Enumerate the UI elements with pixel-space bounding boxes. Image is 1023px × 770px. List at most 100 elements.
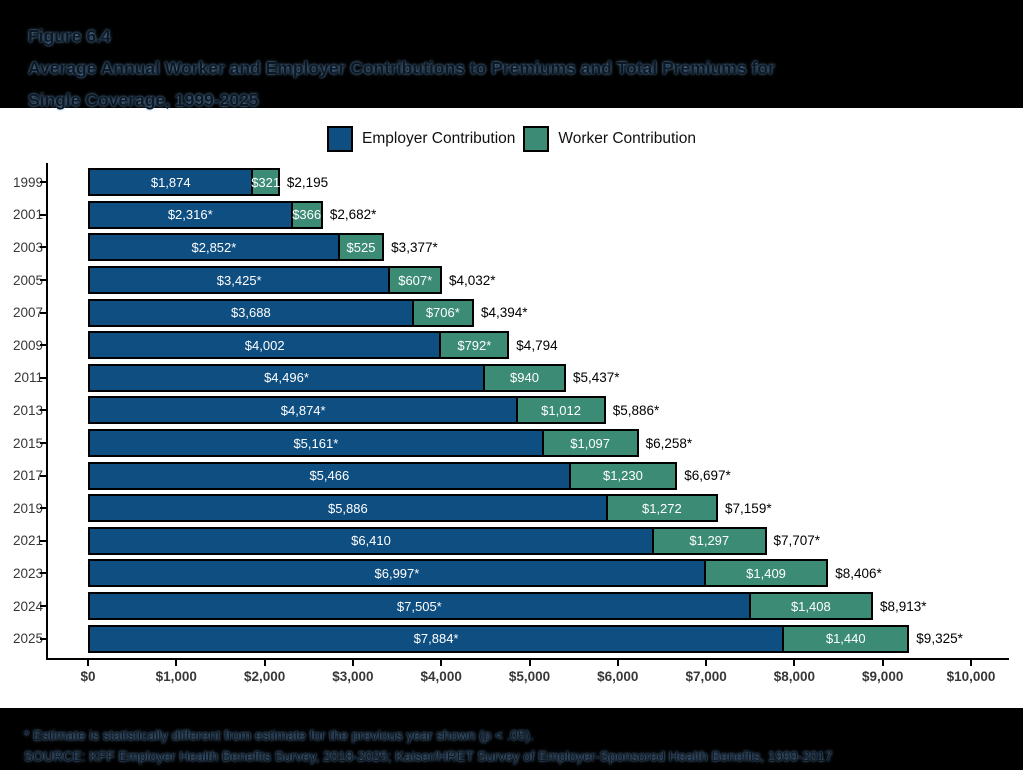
worker-bar-segment: $706*: [411, 298, 474, 327]
employer-value-label: $3,425*: [216, 272, 262, 288]
year-label: 2013: [12, 402, 43, 418]
table-row: 2021 $6,410 $1,297 $7,707*: [13, 525, 1009, 558]
header-band: Figure 6.4 Average Annual Worker and Emp…: [0, 0, 1023, 110]
chart-title-line1: Average Annual Worker and Employer Contr…: [28, 58, 775, 78]
y-axis-tick: [40, 246, 47, 249]
legend-item-label: Worker Contribution: [558, 130, 696, 147]
x-axis-tick-label: $6,000: [597, 668, 639, 684]
total-label: $7,159*: [725, 500, 772, 516]
x-axis-tick: [528, 659, 531, 666]
x-axis-tick: [440, 659, 443, 666]
total-label: $8,406*: [835, 565, 882, 581]
x-axis-tick: [970, 659, 972, 666]
employer-value-label: $1,874: [150, 174, 191, 190]
x-axis-tick-label: $4,000: [420, 668, 462, 684]
y-axis-tick: [40, 605, 47, 608]
row-scale: 2021 $6,410 $1,297 $7,707*: [13, 526, 971, 555]
row-scale: 2023 $6,997* $1,409 $8,406*: [13, 559, 971, 588]
footnote: * Estimate is statistically different fr…: [24, 728, 534, 743]
total-label: $3,377*: [391, 239, 438, 255]
x-axis: $0 $1,000 $2,000 $3,000 $4,000 $5,000 $6,000 $7…: [80, 659, 995, 694]
chart-title-line2: Single Coverage, 1999-2025: [28, 90, 259, 110]
table-row: 2024 $7,505* $1,408 $8,913*: [13, 590, 1009, 623]
x-axis-tick-label: $2,000: [243, 668, 286, 684]
x-axis-tick: [87, 659, 89, 666]
row-scale: 2009 $4,002 $792* $4,794: [13, 331, 971, 360]
employer-value-label: $3,688: [230, 305, 271, 321]
employer-value-label: $5,886: [327, 500, 368, 516]
worker-bar-segment: $1,012: [516, 396, 606, 425]
employer-bar-segment: $4,496*: [88, 363, 485, 392]
x-axis-tick-label: $9,000: [862, 668, 904, 684]
year-label: 2015: [12, 435, 43, 451]
legend: Employer Contribution Worker Contributio…: [0, 125, 1023, 153]
employer-bar-segment: $7,505*: [88, 592, 751, 621]
legend-swatch: [327, 126, 354, 152]
y-axis-tick: [40, 344, 47, 347]
worker-value-label: $1,440: [825, 631, 866, 647]
employer-value-label: $4,002: [244, 337, 285, 353]
table-row: 2025 $7,884* $1,440 $9,325*: [13, 622, 1009, 655]
figure-label: Figure 6.4: [28, 26, 111, 46]
row-scale: 2025 $7,884* $1,440 $9,325*: [13, 624, 971, 653]
x-axis-tick: [705, 659, 708, 666]
worker-value-label: $1,012: [541, 402, 581, 418]
employer-bar-segment: $7,884*: [88, 624, 785, 653]
x-axis-tick: [616, 659, 619, 666]
year-label: 2003: [12, 239, 43, 255]
year-label: 1999: [12, 174, 43, 190]
total-label: $7,707*: [773, 533, 821, 549]
row-scale: 2015 $5,161* $1,097 $6,258*: [13, 429, 971, 458]
employer-bar-segment: $4,002: [88, 331, 442, 360]
worker-value-label: $1,097: [570, 435, 611, 451]
worker-bar-segment: $525: [337, 233, 385, 262]
employer-bar-segment: $3,425*: [88, 266, 391, 295]
table-row: 2007 $3,688 $706* $4,394*: [13, 296, 1009, 329]
total-label: $4,394*: [480, 305, 528, 321]
worker-bar-segment: $1,272: [605, 494, 719, 523]
table-row: 2001 $2,316* $366 $2,682*: [13, 199, 1009, 232]
employer-value-label: $4,874*: [280, 402, 326, 418]
worker-bar-segment: $792*: [439, 331, 510, 360]
x-axis-tick: [175, 659, 178, 666]
worker-value-label: $940: [510, 370, 539, 386]
year-label: 2011: [13, 370, 43, 386]
y-axis-tick: [40, 181, 47, 184]
plot-area: 1999 $1,874 $321 $2,195 2001 $2,316* $36…: [13, 163, 1009, 660]
worker-bar-segment: $1,409: [703, 559, 829, 588]
employer-value-label: $5,466: [309, 468, 350, 484]
row-scale: 2007 $3,688 $706* $4,394*: [13, 298, 971, 327]
worker-bar-segment: $1,440: [782, 624, 910, 653]
total-label: $2,195: [286, 174, 329, 190]
total-label: $4,032*: [449, 272, 496, 288]
year-label: 2021: [12, 533, 43, 549]
worker-value-label: $1,297: [689, 533, 730, 549]
legend-item-label: Employer Contribution: [362, 130, 516, 147]
worker-value-label: $1,408: [790, 598, 831, 614]
year-label: 2025: [12, 631, 43, 647]
year-label: 2017: [12, 468, 43, 484]
employer-bar-segment: $5,466: [88, 461, 571, 490]
worker-value-label: $1,272: [641, 500, 682, 516]
total-label: $5,886*: [612, 402, 660, 418]
worker-bar-segment: $1,297: [652, 526, 767, 555]
table-row: 2003 $2,852* $525 $3,377*: [13, 231, 1009, 264]
total-label: $9,325*: [916, 631, 963, 647]
year-label: 2023: [12, 565, 43, 581]
y-axis-tick: [40, 442, 47, 445]
row-scale: 2019 $5,886 $1,272 $7,159*: [13, 494, 971, 523]
x-axis-tick-label: $5,000: [508, 668, 551, 684]
worker-bar-segment: $321: [251, 168, 280, 197]
y-axis-tick: [40, 376, 47, 379]
table-row: 2019 $5,886 $1,272 $7,159*: [13, 492, 1009, 525]
worker-bar-segment: $1,408: [748, 592, 873, 621]
year-label: 2005: [12, 272, 43, 288]
total-label: $6,697*: [684, 468, 731, 484]
employer-value-label: $6,410: [351, 533, 391, 549]
x-axis-tick: [263, 659, 266, 666]
employer-bar-segment: $1,874: [88, 168, 254, 197]
total-label: $6,258*: [645, 435, 693, 451]
worker-value-label: $525: [346, 239, 376, 255]
worker-value-label: $706*: [425, 305, 460, 321]
year-label: 2001: [12, 207, 43, 223]
